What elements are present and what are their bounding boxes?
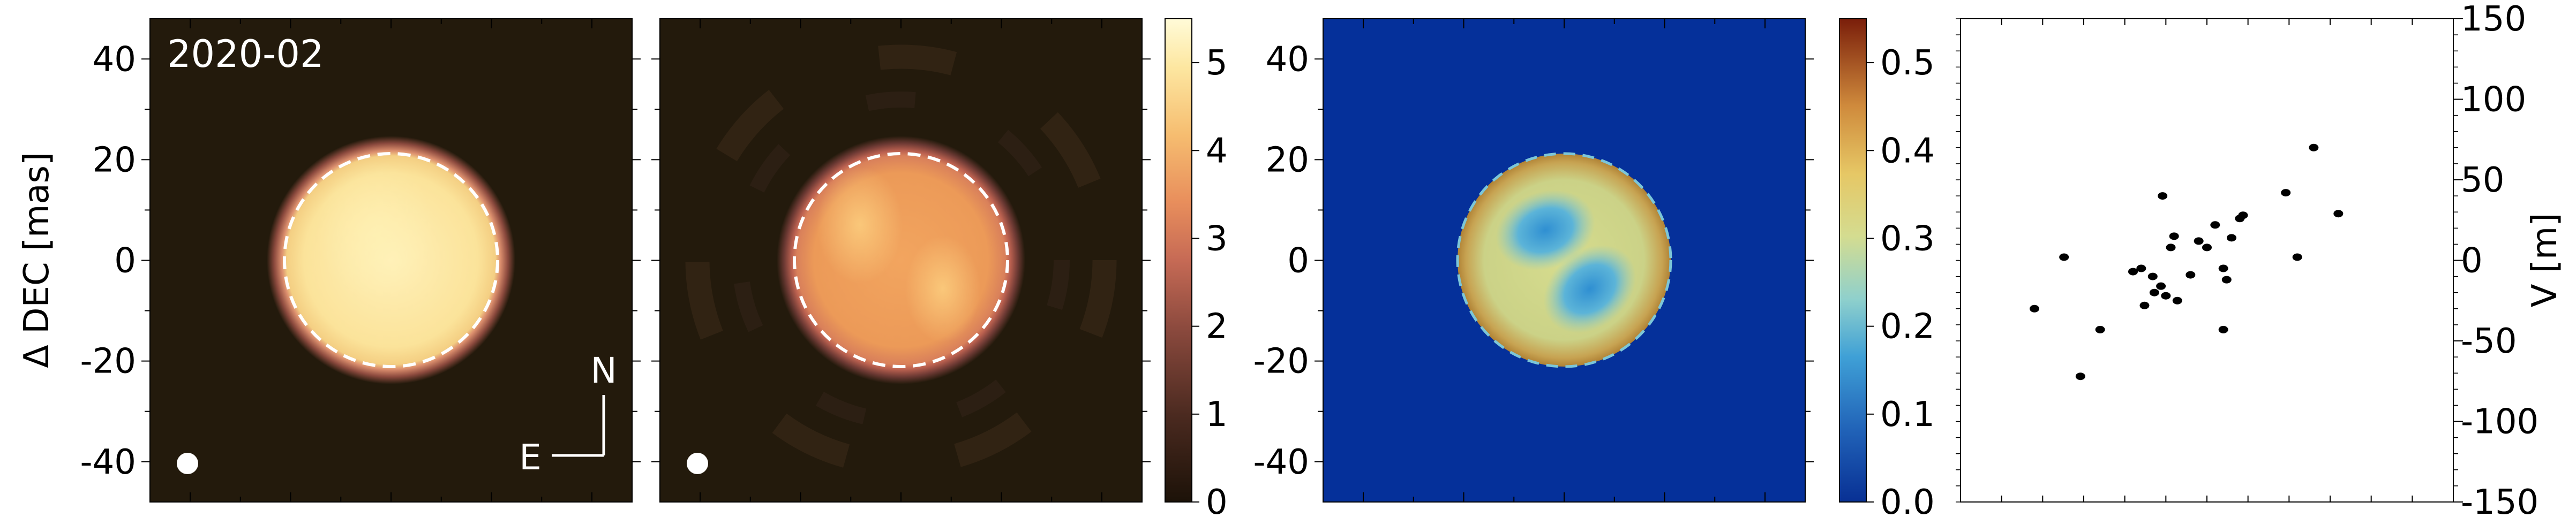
colorbar-ratio [1839, 18, 1867, 503]
scatter-point [2218, 325, 2228, 333]
scatter-point [2202, 244, 2212, 252]
colorbar-tick-label: 0 [1206, 483, 1228, 522]
y-tick-label-right: 150 [2461, 0, 2526, 39]
y-tick-label: 40 [93, 40, 136, 79]
scatter-point [2161, 292, 2171, 300]
ratio-low-region-1 [1496, 189, 1595, 271]
model-bright-spot-1 [817, 166, 903, 284]
scatter-point [2221, 276, 2232, 284]
y-tick-label-right: 0 [2461, 241, 2483, 281]
beam-marker-model [687, 453, 708, 474]
scatter-point [2030, 305, 2039, 313]
beam-marker [177, 453, 198, 474]
scatter-point [2059, 253, 2069, 261]
panel-model [660, 19, 1142, 502]
scatter-points [2030, 143, 2344, 381]
scatter-point [2333, 210, 2344, 218]
y-tick-label-right: 100 [2461, 80, 2526, 120]
colorbar-tick-label: 3 [1206, 219, 1228, 258]
colorbar-tick-label: 1 [1206, 395, 1228, 435]
scatter-point [2149, 288, 2159, 296]
scatter-point [2095, 325, 2105, 333]
scatter-point [2309, 143, 2319, 151]
compass-east: E [519, 437, 542, 478]
y-tick-label: -20 [1253, 342, 1309, 382]
ratio-low-region-2 [1543, 245, 1636, 333]
scatter-point [2172, 296, 2182, 305]
colorbar-tick-label: 0.3 [1880, 219, 1935, 258]
observed-bright-spot [316, 161, 434, 300]
y-tick-label-right: -150 [2461, 483, 2539, 522]
axis-ticks: -40 -20 0 20 40 -40 -20 0 20 40 0 1 2 3 4 5 0.0 0.1 0.2 0.3… [80, 0, 2539, 522]
colorbar-tick-label: 0.1 [1880, 395, 1935, 435]
scatter-point [2186, 271, 2196, 279]
y-tick-label: 0 [114, 241, 136, 281]
model-dashed-circle [793, 152, 1009, 368]
epoch-label: 2020-02 [167, 32, 324, 76]
colorbar-tick-label: 0.5 [1880, 43, 1935, 83]
panel-ratio [1323, 19, 1805, 502]
panel-scatter-frame [1960, 18, 2454, 503]
colorbar-tick-label: 0.0 [1880, 483, 1935, 522]
compass: N E [519, 350, 617, 478]
scatter-point [2227, 234, 2236, 242]
colorbar-tick-label: 2 [1206, 307, 1228, 347]
y-tick-label-right: -50 [2461, 322, 2517, 361]
colorbar-tick-label: 0.4 [1880, 131, 1935, 171]
scatter-point [2238, 211, 2248, 219]
scatter-point [2281, 189, 2291, 197]
model-ring-artifacts [685, 44, 1117, 476]
y-tick-label: 0 [1287, 241, 1309, 281]
panel-observed [150, 19, 632, 502]
ylabel-right: V [m] [2525, 213, 2565, 307]
model-bright-spot-2 [905, 235, 980, 343]
colorbar-tick-label: 5 [1206, 43, 1228, 83]
scatter-point [2158, 192, 2168, 200]
scatter-point [2218, 264, 2228, 272]
scatter-point [2156, 282, 2166, 290]
observed-dashed-circle [283, 152, 499, 368]
model-disk [777, 136, 1025, 384]
ylabel-left: Δ DEC [mas] [17, 152, 57, 368]
scatter-point [2128, 268, 2138, 276]
colorbar-tick-label: 0.2 [1880, 307, 1935, 347]
y-tick-label: 20 [93, 140, 136, 180]
scatter-point [2166, 244, 2176, 252]
y-tick-label: 20 [1266, 140, 1309, 180]
scatter-point [2075, 372, 2085, 381]
scatter-point [2292, 253, 2302, 261]
scatter-point [2210, 221, 2220, 229]
compass-north: N [590, 350, 617, 391]
y-tick-label: -40 [1253, 443, 1309, 482]
colorbar-intensity [1165, 18, 1192, 503]
colorbar-tick-label: 4 [1206, 131, 1228, 171]
scatter-point [2169, 232, 2179, 240]
y-tick-label-right: 50 [2461, 161, 2504, 200]
scatter-point [2194, 237, 2204, 245]
y-tick-label-right: -100 [2461, 402, 2539, 442]
scatter-point [2136, 264, 2146, 272]
y-tick-label: -20 [80, 342, 136, 382]
scatter-point [2139, 301, 2150, 309]
ratio-dashed-circle [1456, 152, 1672, 368]
y-tick-label: -40 [80, 443, 136, 482]
scatter-point [2147, 272, 2158, 280]
y-tick-label: 40 [1266, 40, 1309, 79]
